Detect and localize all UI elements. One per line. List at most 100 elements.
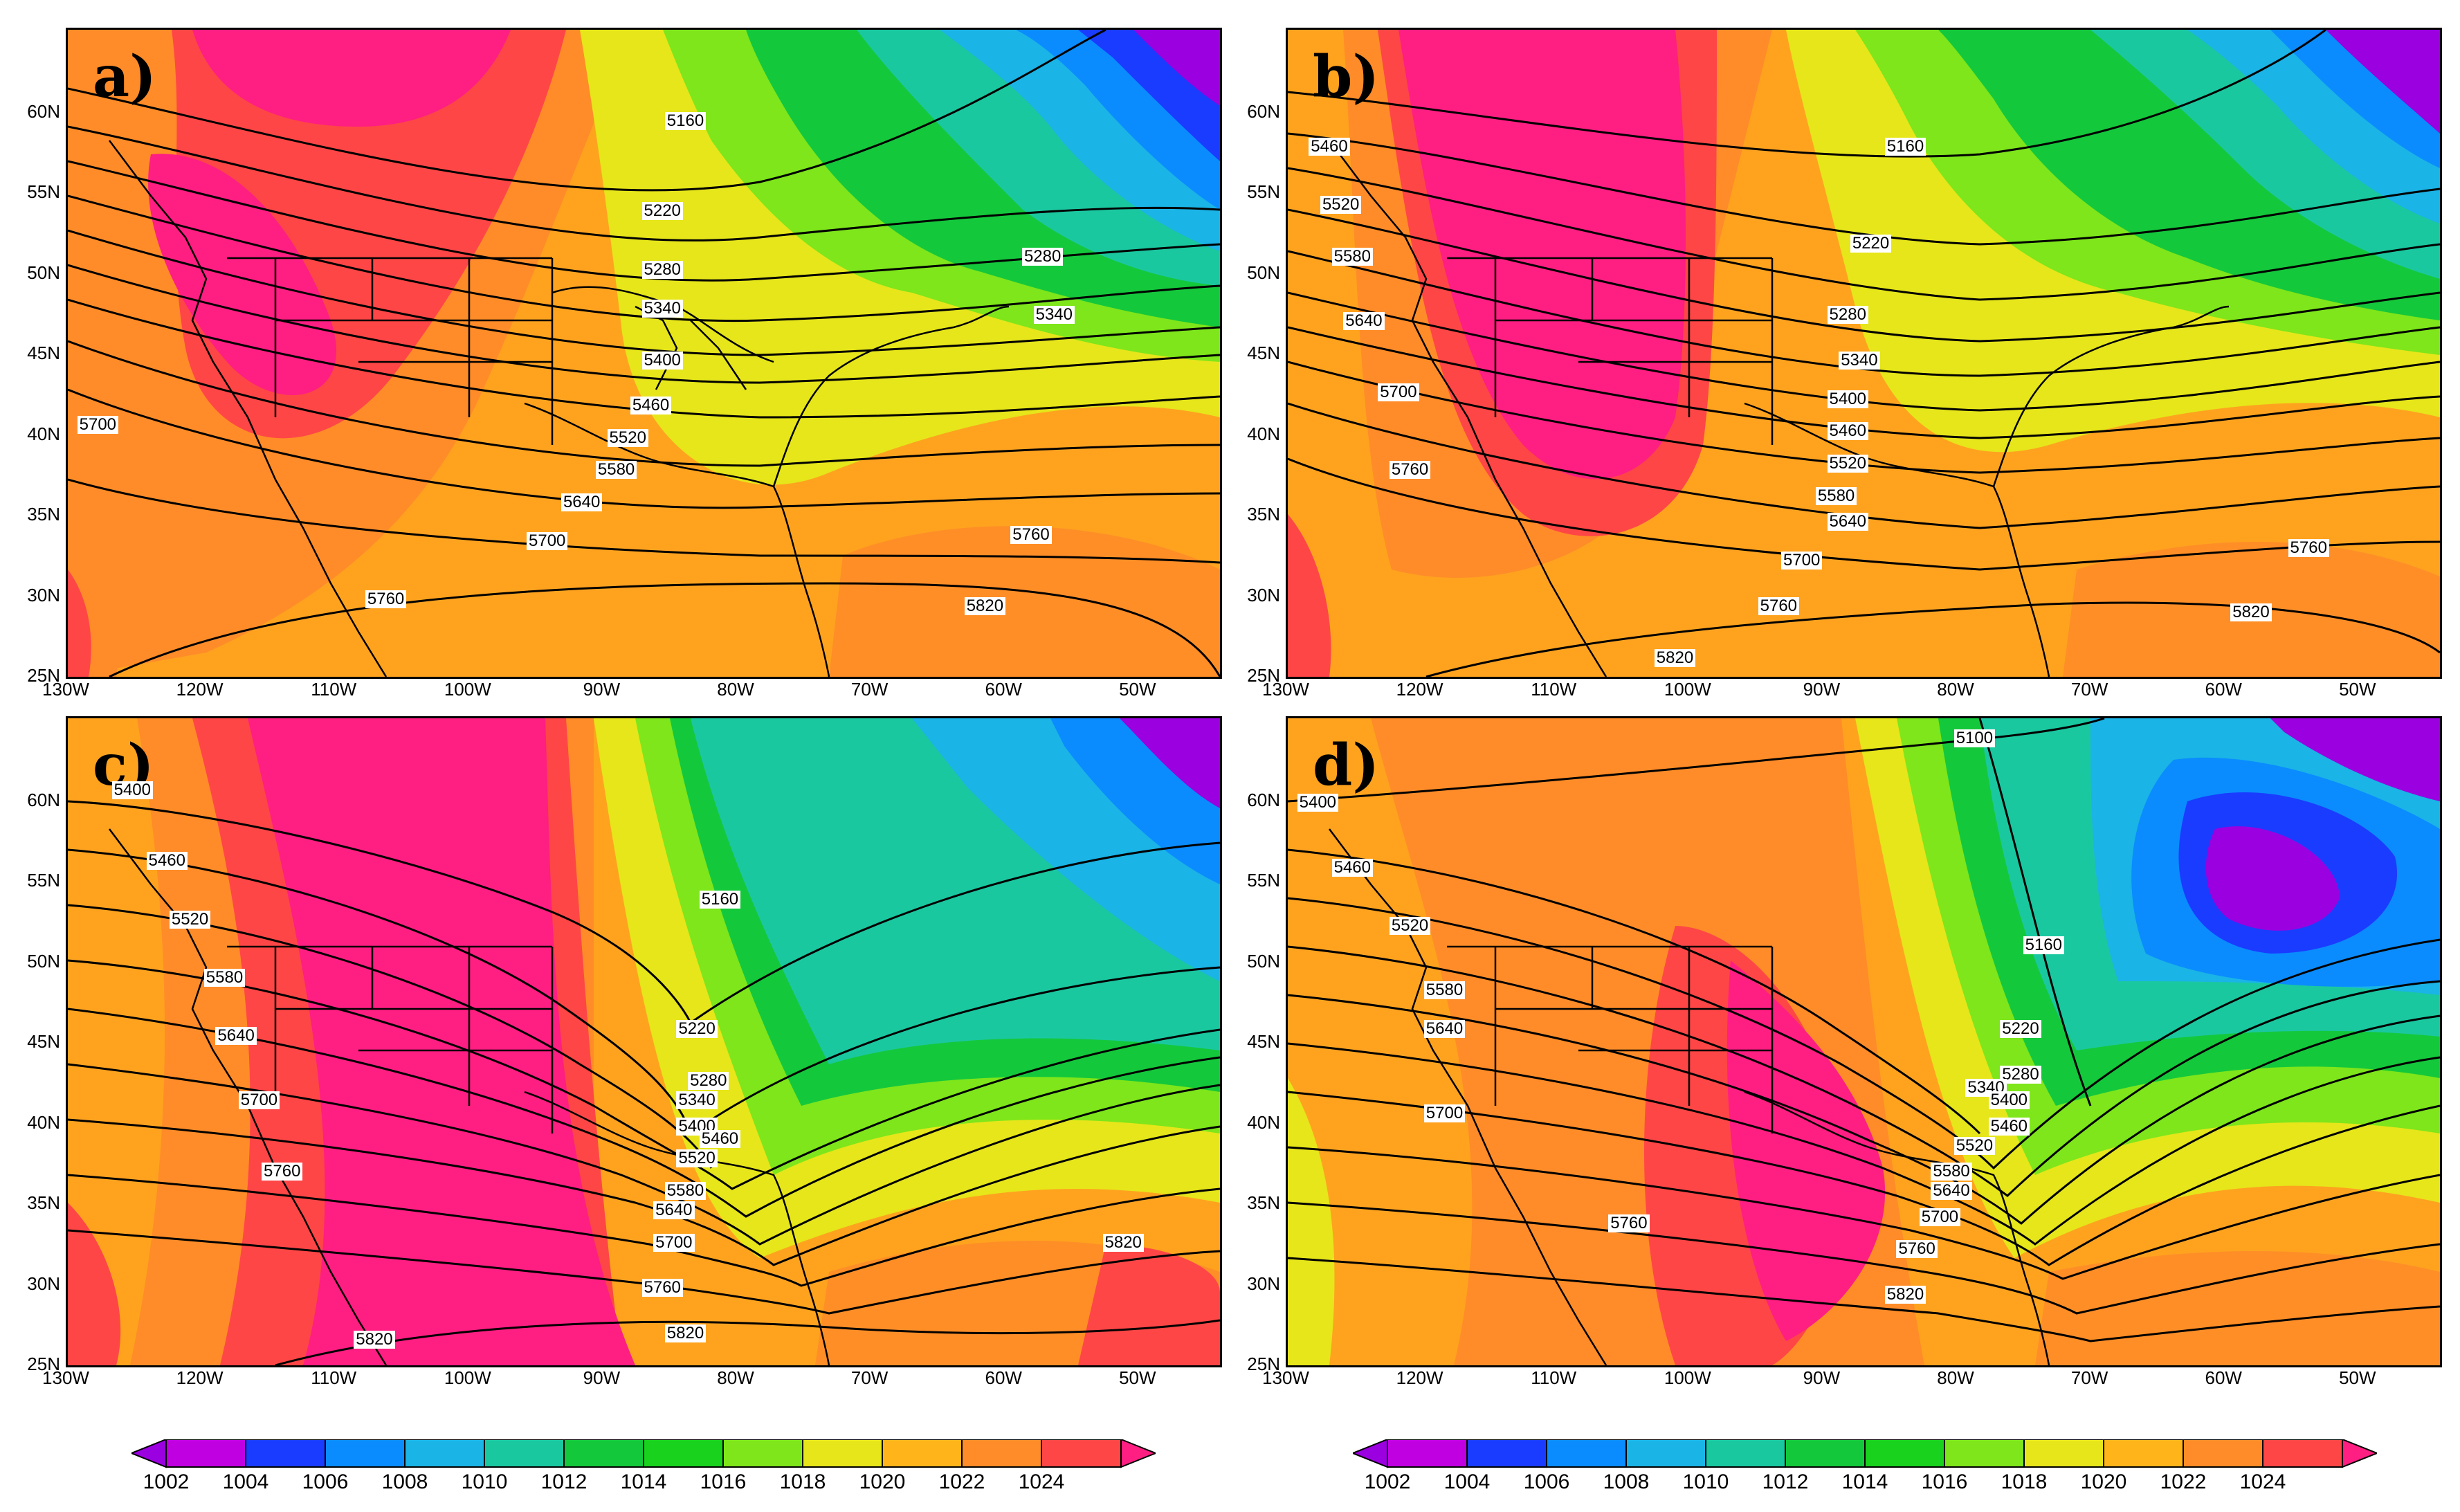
latitude-label: 60N xyxy=(27,790,60,810)
contour-label: 5580 xyxy=(595,461,637,480)
colorbar-segment xyxy=(1864,1439,1945,1468)
contour-label: 5520 xyxy=(1389,916,1431,935)
colorbar-ramp xyxy=(1353,1439,2377,1468)
longitude-label: 130W xyxy=(1262,1367,1309,1388)
latitude-label: 25N xyxy=(27,665,60,686)
contour-label: 5460 xyxy=(1331,858,1373,877)
contour-label: 5760 xyxy=(1010,525,1052,544)
contour-label: 5640 xyxy=(1423,1020,1466,1039)
colorbar-tick-label: 1020 xyxy=(2080,1470,2127,1493)
contour-label: 5340 xyxy=(641,299,683,318)
panel-a: a) xyxy=(0,0,1225,692)
longitude-label: 60W xyxy=(2205,1367,2242,1388)
contour-label: 5520 xyxy=(676,1149,718,1168)
contour-label: 5460 xyxy=(1988,1117,2030,1136)
contour-label: 5820 xyxy=(1102,1234,1144,1252)
colorbar-segment xyxy=(165,1439,246,1468)
colorbar-segment xyxy=(643,1439,724,1468)
colorbar-segment xyxy=(1041,1439,1122,1468)
contour-label: 5400 xyxy=(1827,390,1868,408)
latitude-label: 35N xyxy=(27,504,60,525)
colorbar-segment xyxy=(325,1439,406,1468)
colorbar-segment xyxy=(245,1439,326,1468)
contour-label: 5640 xyxy=(1343,312,1385,331)
contour-label: 5340 xyxy=(1033,306,1075,325)
colorbar-segment xyxy=(1546,1439,1627,1468)
colorbar-tick-label: 1018 xyxy=(2001,1470,2048,1493)
contour-label: 5340 xyxy=(676,1091,718,1110)
colorbar-segment xyxy=(802,1439,883,1468)
latitude-label: 30N xyxy=(27,1273,60,1294)
longitude-label: 70W xyxy=(2070,1367,2108,1388)
panel-letter: a) xyxy=(93,44,156,110)
colorbar-tick-label: 1006 xyxy=(1523,1470,1570,1493)
latitude-label: 40N xyxy=(1247,1111,1280,1133)
latitude-label: 40N xyxy=(27,423,60,444)
longitude-label: 60W xyxy=(2205,679,2242,700)
latitude-label: 60N xyxy=(1247,790,1280,810)
longitude-label: 90W xyxy=(583,1367,621,1388)
longitude-label: 60W xyxy=(985,1367,1022,1388)
contour-label: 5700 xyxy=(1378,383,1419,402)
panel-d: d) xyxy=(1225,692,2460,1384)
contour-label: 5700 xyxy=(527,532,568,551)
colorbar-segment xyxy=(1705,1439,1786,1468)
panel-letter: b) xyxy=(1313,44,1380,110)
pressure-field-b xyxy=(1288,30,2440,677)
contour-label: 5400 xyxy=(111,781,153,799)
longitude-label: 110W xyxy=(1531,1367,1577,1388)
latitude-label: 35N xyxy=(1247,1192,1280,1214)
longitude-label: 100W xyxy=(444,1367,491,1388)
longitude-label: 120W xyxy=(176,679,224,700)
contour-label: 5280 xyxy=(1827,306,1868,325)
colorbar-segment xyxy=(882,1439,963,1468)
longitude-label: 120W xyxy=(1396,679,1443,700)
colorbar-tick-label: 1016 xyxy=(700,1470,747,1493)
colorbar-tick-label: 1010 xyxy=(1682,1470,1729,1493)
panel-c: c) xyxy=(0,692,1225,1384)
latitude-label: 25N xyxy=(27,1354,60,1374)
colorbar-tick-label: 1006 xyxy=(302,1470,349,1493)
colorbar-segment xyxy=(961,1439,1042,1468)
contour-label: 5220 xyxy=(1850,235,1892,253)
contour-label: 5640 xyxy=(1827,513,1868,531)
longitude-label: 70W xyxy=(850,1367,889,1388)
longitude-label: 70W xyxy=(850,679,889,700)
contour-label: 5760 xyxy=(365,590,407,609)
contour-label: 5520 xyxy=(607,428,648,447)
contour-label: 5700 xyxy=(1919,1208,1961,1226)
contour-label: 5700 xyxy=(1423,1104,1466,1122)
colorbar-tick-label: 1022 xyxy=(938,1470,985,1493)
contour-label: 5460 xyxy=(699,1130,741,1149)
contour-label: 5160 xyxy=(664,111,707,130)
colorbar-segment xyxy=(1944,1439,2025,1468)
colorbar-tick-label: 1008 xyxy=(1603,1470,1650,1493)
longitude-label: 120W xyxy=(1396,1367,1443,1388)
colorbar-segment xyxy=(563,1439,644,1468)
colorbar-segment xyxy=(1466,1439,1547,1468)
contour-label: 5400 xyxy=(1297,794,1339,812)
latitude-label: 60N xyxy=(27,101,60,122)
longitude-label: 100W xyxy=(444,679,491,700)
longitude-label: 50W xyxy=(2339,1367,2376,1388)
colorbar-segment xyxy=(484,1439,565,1468)
latitude-label: 40N xyxy=(1247,423,1280,444)
colorbar-segment xyxy=(404,1439,485,1468)
contour-label: 5760 xyxy=(262,1163,303,1181)
colorbar-left xyxy=(131,1439,1156,1509)
latitude-label: 45N xyxy=(1247,343,1280,364)
contour-label: 5400 xyxy=(1988,1091,2030,1110)
contour-label: 5460 xyxy=(630,396,672,415)
longitude-label: 130W xyxy=(1262,679,1309,700)
colorbar-segment xyxy=(2183,1439,2263,1468)
latitude-label: 50N xyxy=(27,262,60,283)
latitude-label: 55N xyxy=(27,870,60,891)
latitude-label: 30N xyxy=(1247,584,1280,605)
contour-label: 5700 xyxy=(1780,552,1823,570)
pressure-field-c xyxy=(68,718,1220,1365)
contour-label: 5640 xyxy=(561,493,603,512)
latitude-label: 25N xyxy=(1247,665,1280,686)
contour-label: 5820 xyxy=(1884,1285,1926,1304)
colorbar-segment xyxy=(2342,1439,2377,1468)
contour-label: 5760 xyxy=(1608,1214,1650,1232)
